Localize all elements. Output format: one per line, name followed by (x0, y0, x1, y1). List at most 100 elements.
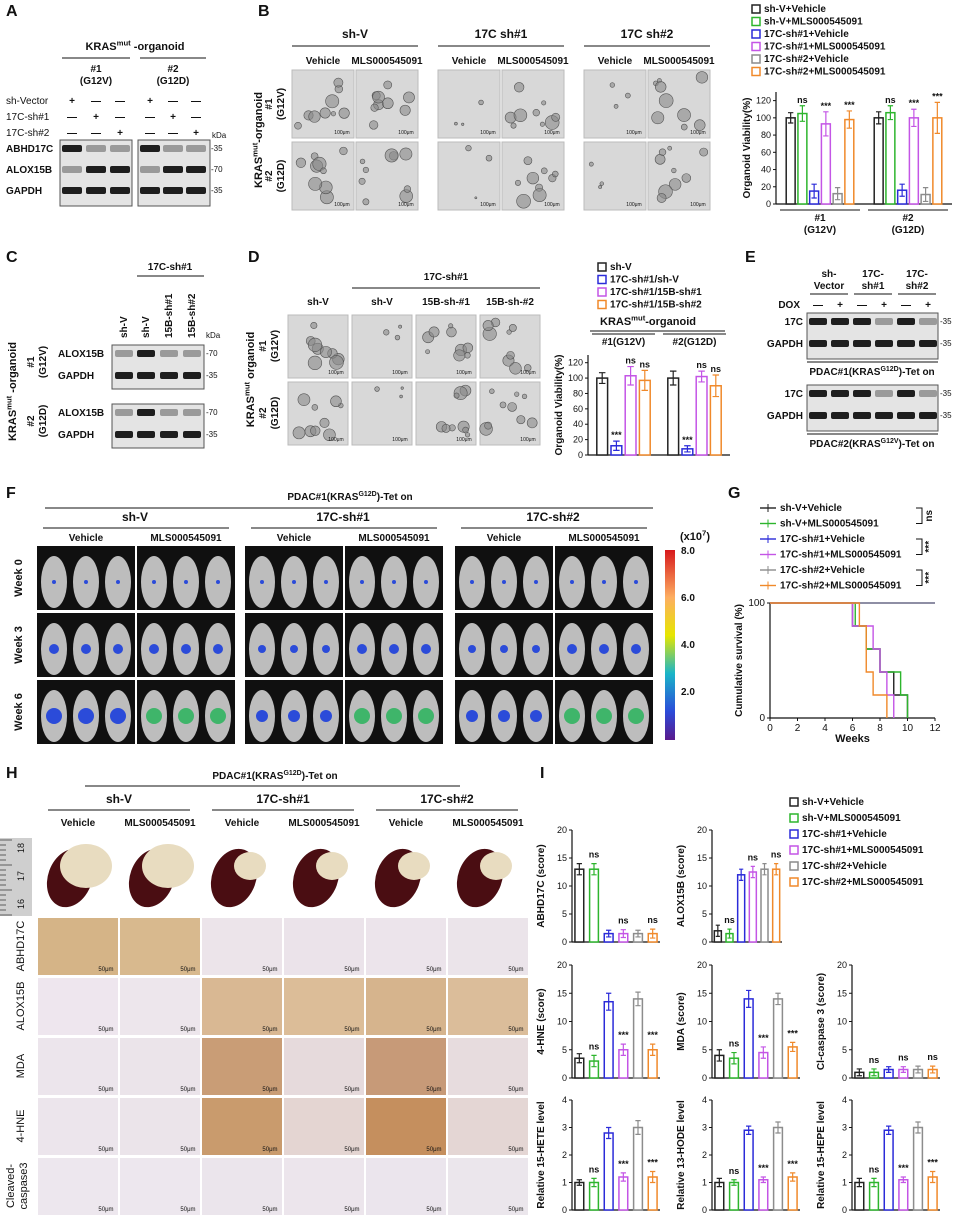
organoid (310, 322, 318, 329)
error-bar (799, 105, 806, 122)
sign: — (115, 112, 125, 123)
y-tick-label: 15 (697, 988, 707, 998)
marker-label: -70 (211, 165, 223, 174)
row-label: #1 (264, 98, 275, 110)
blot-band (115, 431, 133, 438)
signal (184, 580, 188, 584)
organoid (403, 185, 412, 193)
scale-bar-label: 100μm (328, 437, 343, 443)
scale-bar-label: 100μm (544, 130, 559, 136)
bar (632, 998, 644, 1079)
legend-swatch (789, 797, 799, 807)
blot-band (62, 166, 82, 173)
sign: — (145, 128, 155, 139)
signal (292, 580, 296, 584)
error-bar (731, 1179, 737, 1186)
legend-label: 17C-sh#2+MLS000545091 (802, 877, 924, 888)
blot-band (86, 166, 106, 173)
condition-label: Vehicle (61, 818, 96, 829)
significance: ns (797, 95, 808, 105)
group-label: sh-V (122, 510, 148, 524)
condition-label: MLS000545091 (288, 818, 360, 829)
header-label: 17C-sh#1 (424, 272, 469, 283)
legend-label: sh-V+Vehicle (764, 4, 826, 15)
comparison-bracket (916, 507, 923, 524)
superscript: G12D (358, 491, 376, 498)
signal (152, 580, 156, 584)
ihc-image (120, 1158, 200, 1215)
scale-bar-label: 50μm (180, 1147, 195, 1153)
blot-band (163, 145, 183, 152)
error-bar (834, 187, 841, 201)
tumor (60, 844, 112, 888)
y-axis-label: 4-HNE (score) (536, 988, 547, 1054)
scale-bar-label: 50μm (98, 967, 113, 973)
significance: *** (618, 1159, 629, 1169)
legend-swatch (751, 66, 761, 77)
blot-band (875, 340, 893, 347)
y-tick-label: 10 (837, 1017, 847, 1027)
scale-bar-label: 50μm (180, 1027, 195, 1033)
organoid (297, 393, 311, 406)
y-tick-label: 2 (702, 1150, 707, 1160)
blot-label: 17C (785, 317, 803, 328)
scale-bar-label: 50μm (344, 967, 359, 973)
error-bar (811, 183, 817, 199)
y-tick-label: 5 (702, 909, 707, 919)
organoid (695, 71, 709, 84)
scale-bar-label: 50μm (344, 1087, 359, 1093)
organoid (320, 167, 327, 175)
error-bar (712, 374, 720, 398)
y-axis-label: Organoid Viability(%) (554, 355, 565, 456)
signal (178, 708, 194, 724)
y-tick-label: 120 (756, 96, 771, 106)
signal (530, 710, 542, 722)
organoid (655, 81, 667, 93)
bar (760, 868, 769, 943)
blot-band (115, 350, 133, 357)
blot-band (163, 166, 183, 173)
group-label: #2 (167, 64, 179, 75)
error-bar (900, 1066, 906, 1073)
blot-band (853, 340, 871, 347)
sign: — (191, 96, 201, 107)
ihc-image (202, 1098, 282, 1155)
organoid (508, 324, 517, 332)
organoid (609, 82, 615, 88)
bar (748, 871, 758, 943)
condition-label: MLS000545091 (150, 533, 222, 544)
organoid (482, 320, 494, 332)
significance: *** (682, 435, 693, 445)
bar (624, 375, 637, 456)
blot-band (62, 145, 82, 152)
text-part: ) (706, 531, 710, 543)
column-label: 17C- (906, 269, 928, 280)
organoid (398, 324, 403, 329)
y-tick-label: 20 (557, 960, 567, 970)
blot-band (831, 390, 849, 397)
blot-band (160, 431, 178, 438)
row-label: Week 6 (13, 693, 25, 731)
organoid (310, 425, 321, 436)
marker-label: -35 (940, 411, 952, 420)
micrograph (437, 69, 501, 139)
organoid (446, 326, 457, 338)
bar (574, 868, 585, 943)
error-bar (650, 1043, 656, 1056)
condition-label: Vehicle (487, 533, 522, 544)
row-label: (G12D) (270, 397, 281, 430)
chart-title: KRASmut-organoid (600, 314, 696, 328)
sign: — (67, 112, 77, 123)
signal (288, 710, 300, 722)
error-bar (750, 865, 755, 879)
significance: *** (821, 101, 832, 111)
y-axis-label: ALOX15B (score) (676, 845, 687, 927)
survival-curve (770, 602, 895, 718)
signal (389, 644, 399, 654)
y-tick-label: 0 (562, 1205, 567, 1215)
row-label: sh-Vector (6, 96, 49, 107)
x-tick-label: (G12V) (804, 225, 836, 236)
blot-band (186, 187, 206, 194)
significance: ns (696, 360, 707, 370)
